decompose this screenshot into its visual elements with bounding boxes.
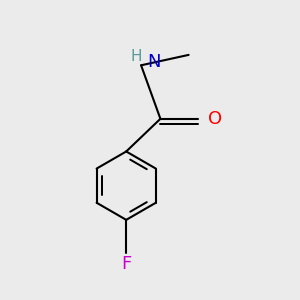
Text: H: H (131, 49, 142, 64)
Text: N: N (148, 53, 161, 71)
Text: O: O (208, 110, 222, 128)
Text: F: F (121, 255, 131, 273)
